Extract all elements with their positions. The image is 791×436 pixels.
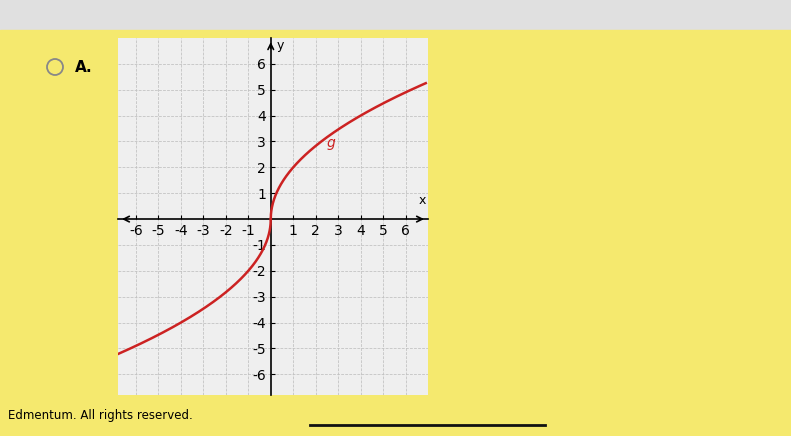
- Text: A.: A.: [75, 59, 93, 75]
- Text: g: g: [327, 136, 335, 150]
- Bar: [118, 38, 428, 395]
- Text: x: x: [418, 194, 426, 208]
- Text: y: y: [276, 39, 284, 52]
- Bar: [0, 0, 791, 30]
- Text: Edmentum. All rights reserved.: Edmentum. All rights reserved.: [8, 409, 193, 422]
